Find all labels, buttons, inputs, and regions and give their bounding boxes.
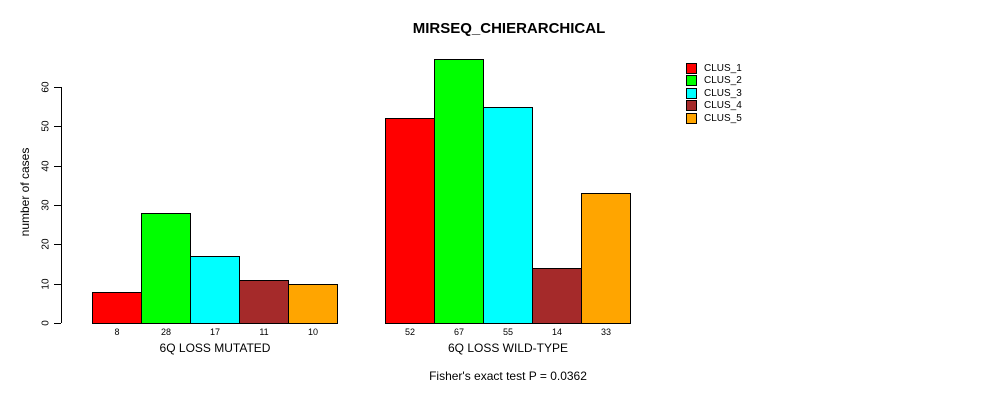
group-axis-label: 6Q LOSS MUTATED (159, 341, 271, 355)
bar-clus_2-wild-type (434, 59, 484, 324)
bar-value-label: 14 (551, 327, 563, 337)
y-axis-tick (54, 87, 61, 88)
legend-label: CLUS_2 (704, 75, 742, 87)
bar-value-label: 52 (404, 327, 416, 337)
legend-item-clus_4: CLUS_4 (686, 100, 742, 113)
legend-label: CLUS_1 (704, 62, 742, 74)
bar-value-label: 55 (502, 327, 514, 337)
y-axis-tick-label: 30 (40, 199, 52, 211)
bar-clus_3-wild-type (483, 107, 533, 324)
legend-item-clus_3: CLUS_3 (686, 87, 742, 100)
legend-label: CLUS_3 (704, 87, 742, 99)
bar-clus_5-mutated (288, 284, 338, 324)
legend-swatch-icon (686, 62, 697, 74)
bar-clus_5-wild-type (581, 193, 631, 324)
y-axis-tick (54, 126, 61, 127)
legend-item-clus_1: CLUS_1 (686, 62, 742, 75)
bar-value-label: 8 (114, 327, 120, 337)
bar-value-label: 11 (259, 327, 269, 337)
legend-swatch-icon (686, 112, 697, 124)
bar-value-label: 17 (209, 327, 221, 337)
bar-value-label: 67 (453, 327, 465, 337)
y-axis-tick-label: 40 (40, 160, 52, 172)
legend: CLUS_1 CLUS_2 CLUS_3 CLUS_4 CLUS_5 (686, 62, 742, 125)
y-axis-tick-label: 10 (40, 278, 52, 290)
legend-item-clus_5: CLUS_5 (686, 112, 742, 125)
legend-item-clus_2: CLUS_2 (686, 75, 742, 88)
y-axis-title: number of cases (18, 147, 32, 237)
bar-clus_3-mutated (190, 256, 240, 324)
y-axis-tick-label: 0 (40, 320, 52, 326)
legend-swatch-icon (686, 75, 697, 87)
bar-value-label: 10 (307, 327, 319, 337)
y-axis-tick-label: 60 (40, 81, 52, 93)
bar-clus_1-wild-type (385, 118, 435, 324)
fisher-test-annotation: Fisher's exact test P = 0.0362 (429, 369, 587, 383)
y-axis-tick (54, 205, 61, 206)
group-axis-label: 6Q LOSS WILD-TYPE (447, 341, 569, 355)
bar-clus_4-wild-type (532, 268, 582, 324)
y-axis-tick-label: 50 (40, 120, 52, 132)
y-axis-line (61, 87, 62, 323)
legend-label: CLUS_4 (704, 100, 742, 112)
bar-value-label: 28 (160, 327, 172, 337)
legend-label: CLUS_5 (704, 112, 742, 124)
bar-clus_2-mutated (141, 213, 191, 324)
bar-value-label: 33 (600, 327, 612, 337)
y-axis-tick (54, 284, 61, 285)
legend-swatch-icon (686, 100, 697, 112)
y-axis-tick (54, 244, 61, 245)
y-axis-tick-label: 20 (40, 238, 52, 250)
legend-swatch-icon (686, 87, 697, 99)
y-axis-tick (54, 166, 61, 167)
bar-clus_4-mutated (239, 280, 289, 324)
bar-clus_1-mutated (92, 292, 142, 324)
chart-title: MIRSEQ_CHIERARCHICAL (412, 20, 606, 37)
y-axis-tick (54, 323, 61, 324)
